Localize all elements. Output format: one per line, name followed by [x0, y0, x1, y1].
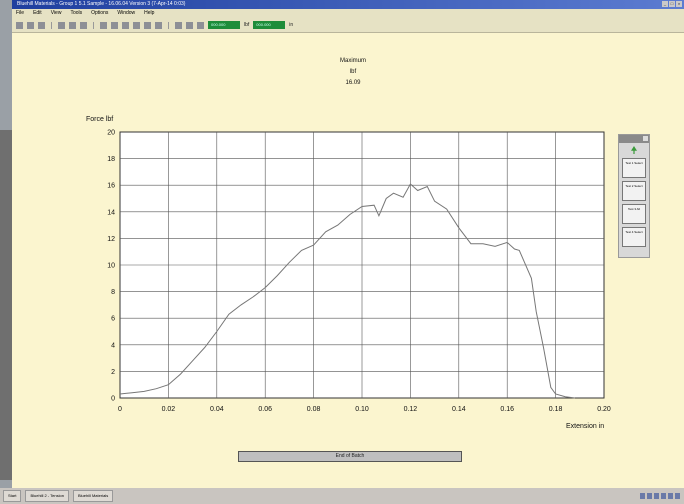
- settings-icon[interactable]: [133, 21, 140, 29]
- x-tick-label: 0: [118, 406, 122, 413]
- chart-grid: [120, 132, 604, 398]
- run-icon[interactable]: [175, 21, 182, 29]
- y-tick-label: 14: [107, 209, 115, 216]
- side-panel-header: [619, 135, 649, 143]
- y-tick-label: 4: [111, 342, 115, 349]
- y-axis-label: Force lbf: [86, 116, 113, 123]
- y-tick-label: 2: [111, 369, 115, 376]
- force-readout-unit: lbf: [244, 22, 250, 28]
- side-button-3[interactable]: Test 3 All: [622, 204, 646, 224]
- extension-readout-unit: in: [289, 22, 294, 28]
- y-tick-label: 10: [107, 263, 115, 270]
- x-tick-label: 0.02: [162, 406, 176, 413]
- menu-tools[interactable]: Tools: [70, 10, 83, 16]
- tray-icon[interactable]: [647, 493, 652, 499]
- y-tick-label: 6: [111, 316, 115, 323]
- save-icon[interactable]: [38, 21, 45, 29]
- balance-icon[interactable]: [144, 21, 151, 29]
- y-tick-label: 8: [111, 289, 115, 296]
- taskbar-item-bluehill-materials[interactable]: Bluehill Materials: [72, 490, 114, 502]
- x-tick-label: 0.06: [258, 406, 272, 413]
- menu-edit[interactable]: Edit: [33, 10, 42, 16]
- tray-icon[interactable]: [668, 493, 673, 499]
- minimize-icon[interactable]: _: [662, 1, 668, 7]
- paste-icon[interactable]: [80, 21, 87, 29]
- copy-icon[interactable]: [69, 21, 76, 29]
- maximum-label: Maximum: [339, 58, 366, 64]
- y-tick-label: 16: [107, 183, 115, 190]
- y-tick-label: 20: [107, 130, 115, 137]
- x-tick-label: 0.16: [500, 406, 514, 413]
- new-icon[interactable]: [16, 21, 23, 29]
- menu-window[interactable]: Window: [117, 10, 136, 16]
- x-tick-label: 0.08: [307, 406, 321, 413]
- window-title: Bluehill Materials - Group 1 5.1 Sample …: [17, 1, 186, 7]
- menu-file[interactable]: File: [16, 10, 25, 16]
- end-of-batch-button[interactable]: End of Batch: [238, 451, 462, 462]
- side-button-4[interactable]: Test 4 Select: [622, 227, 646, 247]
- stop-icon[interactable]: [186, 21, 193, 29]
- reset-icon[interactable]: [155, 21, 162, 29]
- start-button[interactable]: Start: [3, 490, 22, 502]
- y-tick-label: 18: [107, 156, 115, 163]
- grid-icon[interactable]: [111, 21, 118, 29]
- open-icon[interactable]: [27, 21, 34, 29]
- x-tick-label: 0.12: [404, 406, 418, 413]
- force-readout: 000.000: [208, 21, 240, 29]
- toolbar: 000.000 lbf 000.000 in: [12, 18, 684, 33]
- x-tick-label: 0.10: [355, 406, 369, 413]
- side-button-2[interactable]: Test 2 Select: [622, 181, 646, 201]
- y-axis-ticks: 0 2 4 6 8 10 12 14 16 18 20: [107, 130, 115, 403]
- tray-icon[interactable]: [675, 493, 680, 499]
- x-tick-label: 0.18: [549, 406, 563, 413]
- x-axis-ticks: 0 0.02 0.04 0.06 0.08 0.10 0.12 0.14 0.16 0.18 0.2…: [118, 406, 611, 413]
- toolbar-separator: [51, 21, 52, 29]
- side-panel: Test 1 Select Test 2 Select Test 3 All T…: [618, 134, 650, 258]
- side-button-1[interactable]: Test 1 Select: [622, 158, 646, 178]
- taskbar-item-bluehill-tension[interactable]: Bluehill 2 - Tension: [25, 490, 69, 502]
- y-tick-label: 0: [111, 396, 115, 403]
- x-axis-label: Extension in: [566, 423, 604, 430]
- maximize-icon[interactable]: □: [669, 1, 675, 7]
- maximum-summary: Maximum lbf 16.09: [328, 56, 378, 89]
- system-tray: [640, 493, 680, 499]
- maximum-value: 16.09: [345, 80, 361, 86]
- menu-view[interactable]: View: [50, 10, 62, 16]
- maximum-unit: lbf: [349, 69, 357, 75]
- x-tick-label: 0.04: [210, 406, 224, 413]
- side-panel-close-icon[interactable]: [643, 136, 648, 141]
- pause-icon[interactable]: [197, 21, 204, 29]
- chart-icon[interactable]: [122, 21, 129, 29]
- series-line: [119, 183, 576, 399]
- x-tick-label: 0.20: [597, 406, 611, 413]
- tray-icon[interactable]: [640, 493, 645, 499]
- print-icon[interactable]: [58, 21, 65, 29]
- tray-icon[interactable]: [661, 493, 666, 499]
- y-tick-label: 12: [107, 236, 115, 243]
- tray-icon[interactable]: [654, 493, 659, 499]
- close-icon[interactable]: ×: [676, 1, 682, 7]
- window-controls: _ □ ×: [662, 1, 682, 7]
- toolbar-separator: [168, 21, 169, 29]
- x-tick-label: 0.14: [452, 406, 466, 413]
- arrow-up-icon: [631, 146, 637, 154]
- extension-readout: 000.000: [253, 21, 286, 29]
- taskbar: Start Bluehill 2 - Tension Bluehill Mate…: [0, 488, 684, 504]
- menu-options[interactable]: Options: [91, 10, 109, 16]
- menu-help[interactable]: Help: [144, 10, 155, 16]
- background-left: [0, 130, 14, 480]
- menu-bar: File Edit View Tools Options Window Help: [12, 9, 684, 18]
- zoom-icon[interactable]: [100, 21, 107, 29]
- toolbar-separator: [93, 21, 94, 29]
- title-bar: Bluehill Materials - Group 1 5.1 Sample …: [12, 0, 684, 9]
